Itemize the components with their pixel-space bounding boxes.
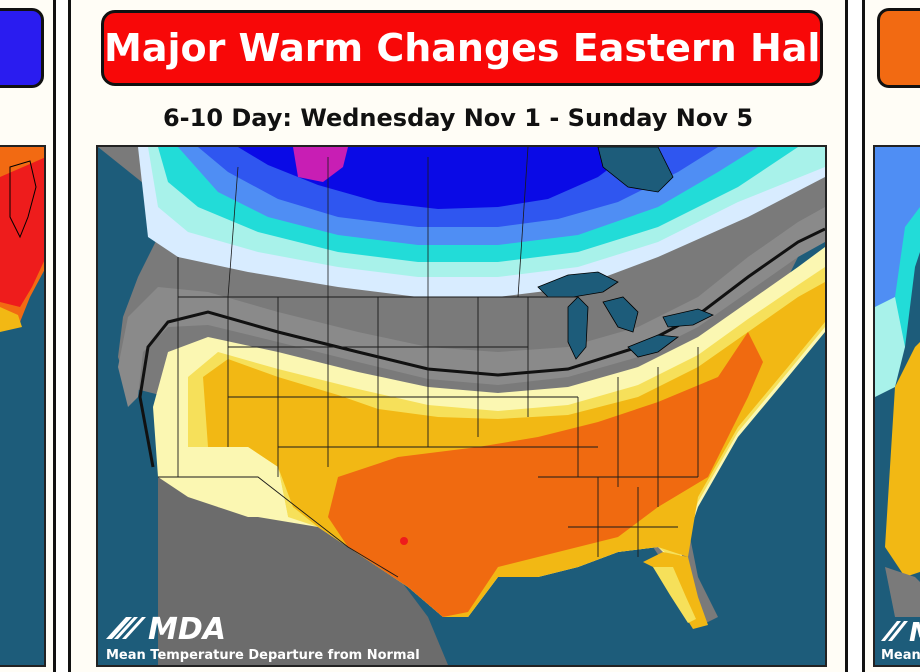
right-cropped-panel: MDA Mean xyxy=(862,0,920,672)
left-cropped-panel xyxy=(0,0,56,672)
left-panel-banner xyxy=(0,8,44,88)
temperature-departure-map: MDA Mean Temperature Departure from Norm… xyxy=(96,145,827,667)
mda-logo-text: MDA xyxy=(148,612,226,647)
right-mda-logo-text: MDA xyxy=(909,618,920,648)
texas-hotspot-marker xyxy=(400,537,408,545)
headline-banner: Major Warm Changes Eastern Half xyxy=(101,10,823,86)
map-caption: Mean Temperature Departure from Normal xyxy=(106,648,420,663)
mda-logo: MDA xyxy=(106,612,226,647)
right-panel-banner xyxy=(877,8,920,88)
right-map-caption: Mean xyxy=(881,648,920,663)
right-mda-logo: MDA xyxy=(881,618,920,648)
state-boundaries xyxy=(158,257,699,578)
us-temperature-map-svg: MDA Mean Temperature Departure from Norm… xyxy=(98,147,825,665)
main-forecast-panel: Major Warm Changes Eastern Half 6-10 Day… xyxy=(68,0,848,672)
right-panel-map: MDA Mean xyxy=(873,145,920,667)
left-panel-map xyxy=(0,145,46,667)
forecast-period-subtitle: 6-10 Day: Wednesday Nov 1 - Sunday Nov 5 xyxy=(162,104,754,132)
